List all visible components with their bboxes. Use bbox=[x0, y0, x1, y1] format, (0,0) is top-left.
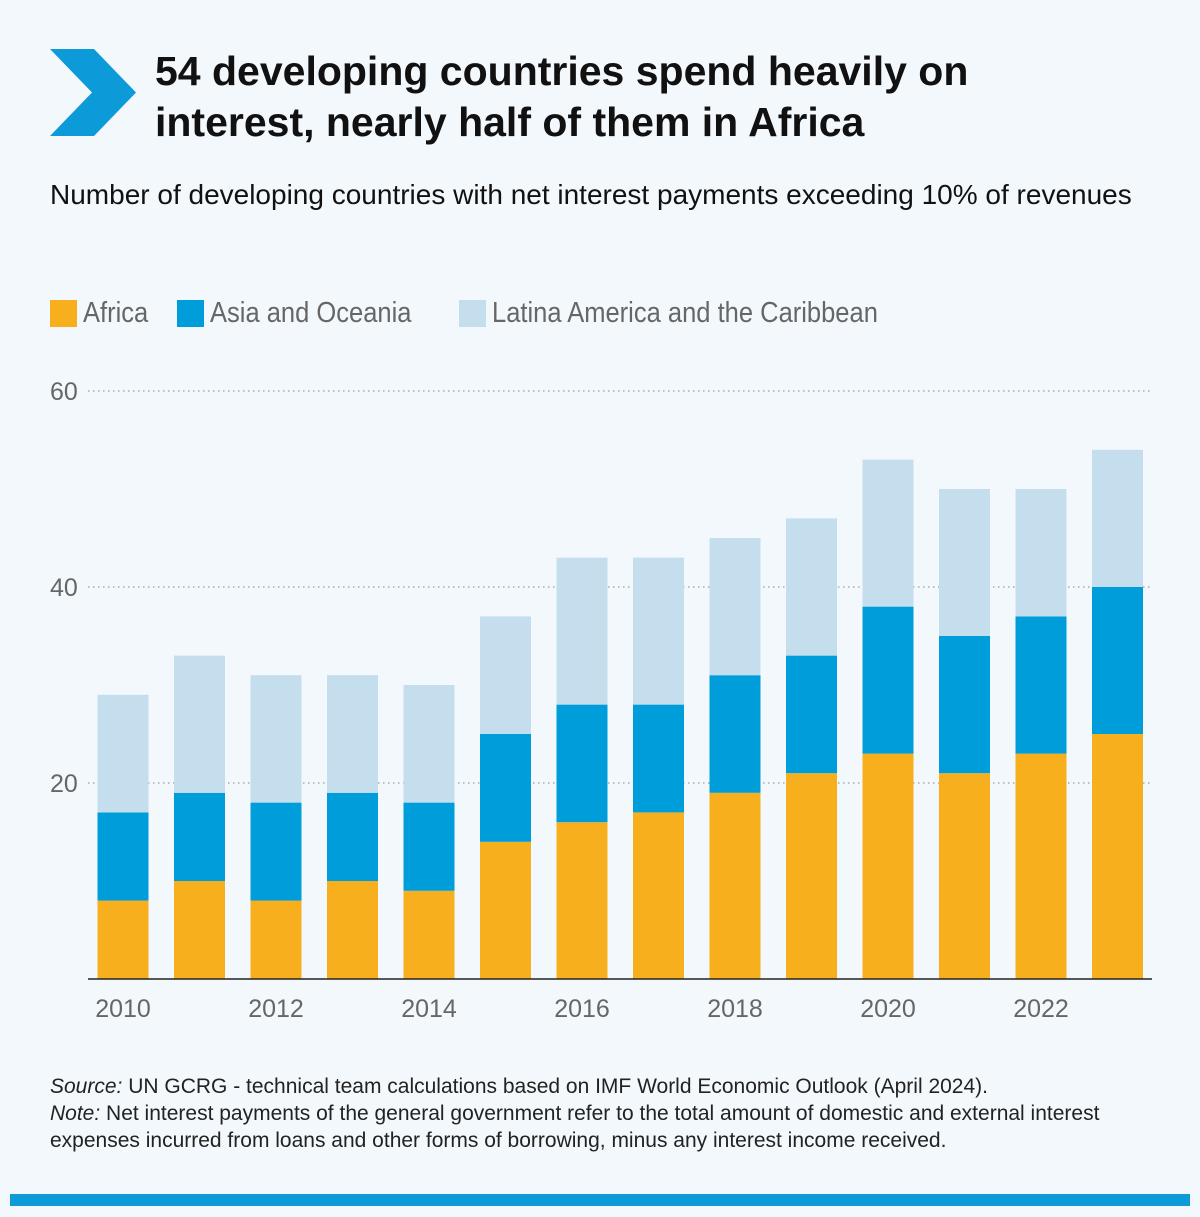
bar-2019-latam bbox=[786, 518, 837, 656]
bar-2017-africa bbox=[633, 812, 684, 979]
bar-2020-africa bbox=[862, 753, 914, 979]
bar-2021-asia bbox=[939, 636, 990, 774]
bar-2013-africa bbox=[327, 881, 378, 979]
bar-2015-africa bbox=[480, 841, 531, 979]
bar-2019-asia bbox=[786, 655, 837, 774]
bar-2017-latam bbox=[633, 557, 684, 705]
bar-2014-africa bbox=[403, 890, 455, 979]
bar-2022-asia bbox=[1015, 616, 1067, 754]
x-tick-label-2014: 2014 bbox=[401, 995, 457, 1023]
footnote: Source: UN GCRG - technical team calcula… bbox=[50, 1073, 1160, 1154]
bar-2012-africa bbox=[250, 900, 302, 979]
bar-2011-latam bbox=[174, 655, 225, 793]
legend-item-latam: Latina America and the Caribbean bbox=[459, 297, 931, 330]
bar-2019-africa bbox=[786, 773, 837, 979]
legend-swatch-latam bbox=[459, 299, 487, 327]
x-tick-label-2018: 2018 bbox=[707, 995, 763, 1023]
bar-2021-africa bbox=[939, 773, 990, 979]
y-tick-label-60: 60 bbox=[50, 378, 78, 406]
bottom-accent-bar bbox=[10, 1194, 1190, 1206]
x-tick-label-2012: 2012 bbox=[248, 995, 304, 1023]
bar-2012-latam bbox=[250, 675, 302, 803]
bar-2013-latam bbox=[327, 675, 378, 793]
bar-2016-latam bbox=[556, 557, 608, 705]
bar-2013-asia bbox=[327, 792, 378, 881]
note-label: Note: bbox=[50, 1102, 101, 1125]
bar-2018-latam bbox=[709, 538, 761, 676]
bar-2017-asia bbox=[633, 704, 684, 813]
source-label: Source: bbox=[50, 1075, 123, 1098]
title-line-2: interest, nearly half of them in Africa bbox=[155, 99, 865, 145]
bar-2023-asia bbox=[1092, 587, 1143, 734]
bar-2010-latam bbox=[97, 694, 149, 813]
x-tick-label-2020: 2020 bbox=[860, 995, 916, 1023]
bar-2016-asia bbox=[556, 704, 608, 823]
bar-2021-latam bbox=[939, 489, 990, 636]
bar-2022-latam bbox=[1015, 489, 1067, 617]
x-tick-label-2010: 2010 bbox=[95, 995, 151, 1023]
legend-item-africa: Africa bbox=[50, 297, 157, 330]
bar-2022-africa bbox=[1015, 753, 1067, 979]
page-title: 54 developing countries spend heavily on… bbox=[155, 46, 1155, 148]
bar-2020-latam bbox=[862, 459, 914, 607]
bar-2018-asia bbox=[709, 675, 761, 793]
y-tick-label-40: 40 bbox=[50, 574, 78, 602]
note-line: Note: Net interest payments of the gener… bbox=[50, 1100, 1160, 1154]
chart-legend: Africa Asia and Oceania Latina America a… bbox=[50, 295, 951, 331]
bar-2011-asia bbox=[174, 792, 225, 881]
legend-swatch-asia bbox=[177, 299, 205, 327]
legend-label-latam: Latina America and the Caribbean bbox=[492, 296, 878, 329]
bar-2023-africa bbox=[1092, 734, 1143, 979]
bar-2018-africa bbox=[709, 792, 761, 979]
source-text: UN GCRG - technical team calculations ba… bbox=[122, 1075, 988, 1098]
chart-subtitle: Number of developing countries with net … bbox=[50, 179, 1132, 210]
note-text: Net interest payments of the general gov… bbox=[50, 1102, 1100, 1152]
legend-swatch-africa bbox=[50, 299, 77, 327]
bar-2011-africa bbox=[174, 881, 225, 979]
bar-2014-latam bbox=[403, 685, 455, 803]
bar-2014-asia bbox=[403, 802, 455, 891]
bar-2015-latam bbox=[480, 616, 531, 734]
bar-2012-asia bbox=[250, 802, 302, 901]
legend-label-asia: Asia and Oceania bbox=[210, 296, 412, 329]
source-line: Source: UN GCRG - technical team calcula… bbox=[50, 1073, 1160, 1100]
stacked-bar-chart: 20 40 60 2010 2012 2014 2016 2018 2020 2022 bbox=[50, 378, 1152, 1023]
x-tick-label-2016: 2016 bbox=[554, 995, 610, 1023]
bar-2015-asia bbox=[480, 734, 531, 842]
title-line-1: 54 developing countries spend heavily on bbox=[155, 48, 969, 94]
bar-2016-africa bbox=[556, 822, 608, 979]
legend-item-asia: Asia and Oceania bbox=[177, 297, 439, 330]
bar-2023-latam bbox=[1092, 449, 1143, 587]
bar-2020-asia bbox=[862, 606, 914, 754]
bar-2010-africa bbox=[97, 900, 149, 979]
chevron-right-icon bbox=[50, 49, 136, 136]
y-tick-label-20: 20 bbox=[50, 770, 78, 798]
legend-label-africa: Africa bbox=[83, 296, 149, 329]
bar-2010-asia bbox=[97, 812, 149, 901]
x-tick-label-2022: 2022 bbox=[1013, 995, 1069, 1023]
